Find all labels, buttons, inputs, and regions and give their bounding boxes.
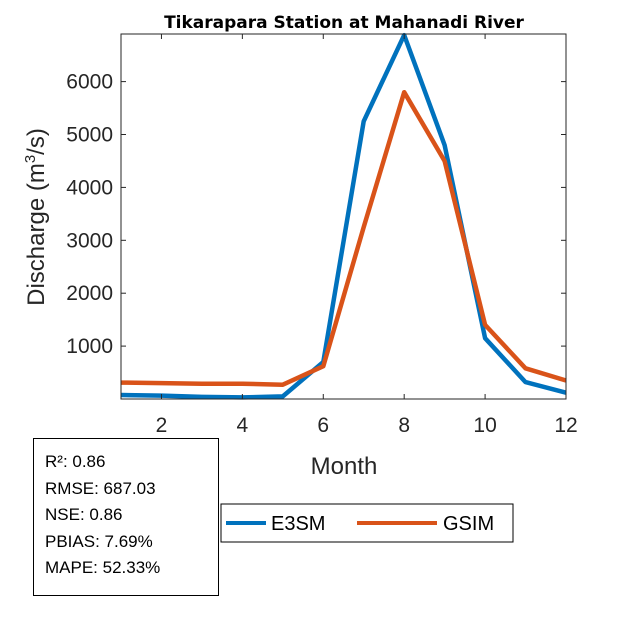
y-tick-label: 6000: [66, 71, 113, 94]
plot-frame: [120, 33, 567, 400]
series-line-e3sm: [120, 32, 567, 400]
x-tick-label: 2: [156, 414, 168, 437]
y-tick-label: 4000: [66, 176, 113, 199]
y-axis-label-main: Discharge (m: [23, 163, 50, 306]
y-tick-label: 1000: [66, 335, 113, 358]
y-axis-label-end: /s): [23, 128, 50, 155]
legend: E3SM GSIM: [220, 503, 514, 543]
x-tick-label: 10: [473, 414, 496, 437]
y-tick-label: 5000: [66, 124, 113, 147]
axis-ticks: 2 4 6 8 10 12 1000 2000 3000 4000 5000 6000: [66, 34, 578, 437]
stat-nse: NSE: 0.86: [45, 505, 123, 524]
x-tick-label: 4: [237, 414, 249, 437]
legend-label-gsim: GSIM: [443, 513, 494, 535]
series-line-gsim: [120, 89, 567, 387]
stat-r2: R²: 0.86: [45, 452, 106, 471]
y-tick-label: 3000: [66, 229, 113, 252]
x-tick-label: 12: [554, 414, 577, 437]
stat-rmse: RMSE: 687.03: [45, 478, 156, 498]
stat-mape: MAPE: 52.33%: [45, 558, 161, 577]
stats-box: R²: 0.86 RMSE: 687.03 NSE: 0.86 PBIAS: 7…: [33, 438, 219, 596]
stat-pbias: PBIAS: 7.69%: [45, 531, 153, 551]
y-axis-label: Discharge (m3/s): [22, 128, 50, 306]
legend-label-e3sm: E3SM: [271, 513, 325, 535]
x-axis-label: Month: [311, 453, 378, 480]
plot-lines: [120, 32, 567, 400]
x-tick-label: 8: [398, 414, 410, 437]
y-tick-label: 2000: [66, 282, 113, 305]
y-axis-label-superscript: 3: [22, 155, 39, 163]
x-tick-label: 6: [317, 414, 329, 437]
chart-title: Tikarapara Station at Mahanadi River: [164, 13, 524, 33]
